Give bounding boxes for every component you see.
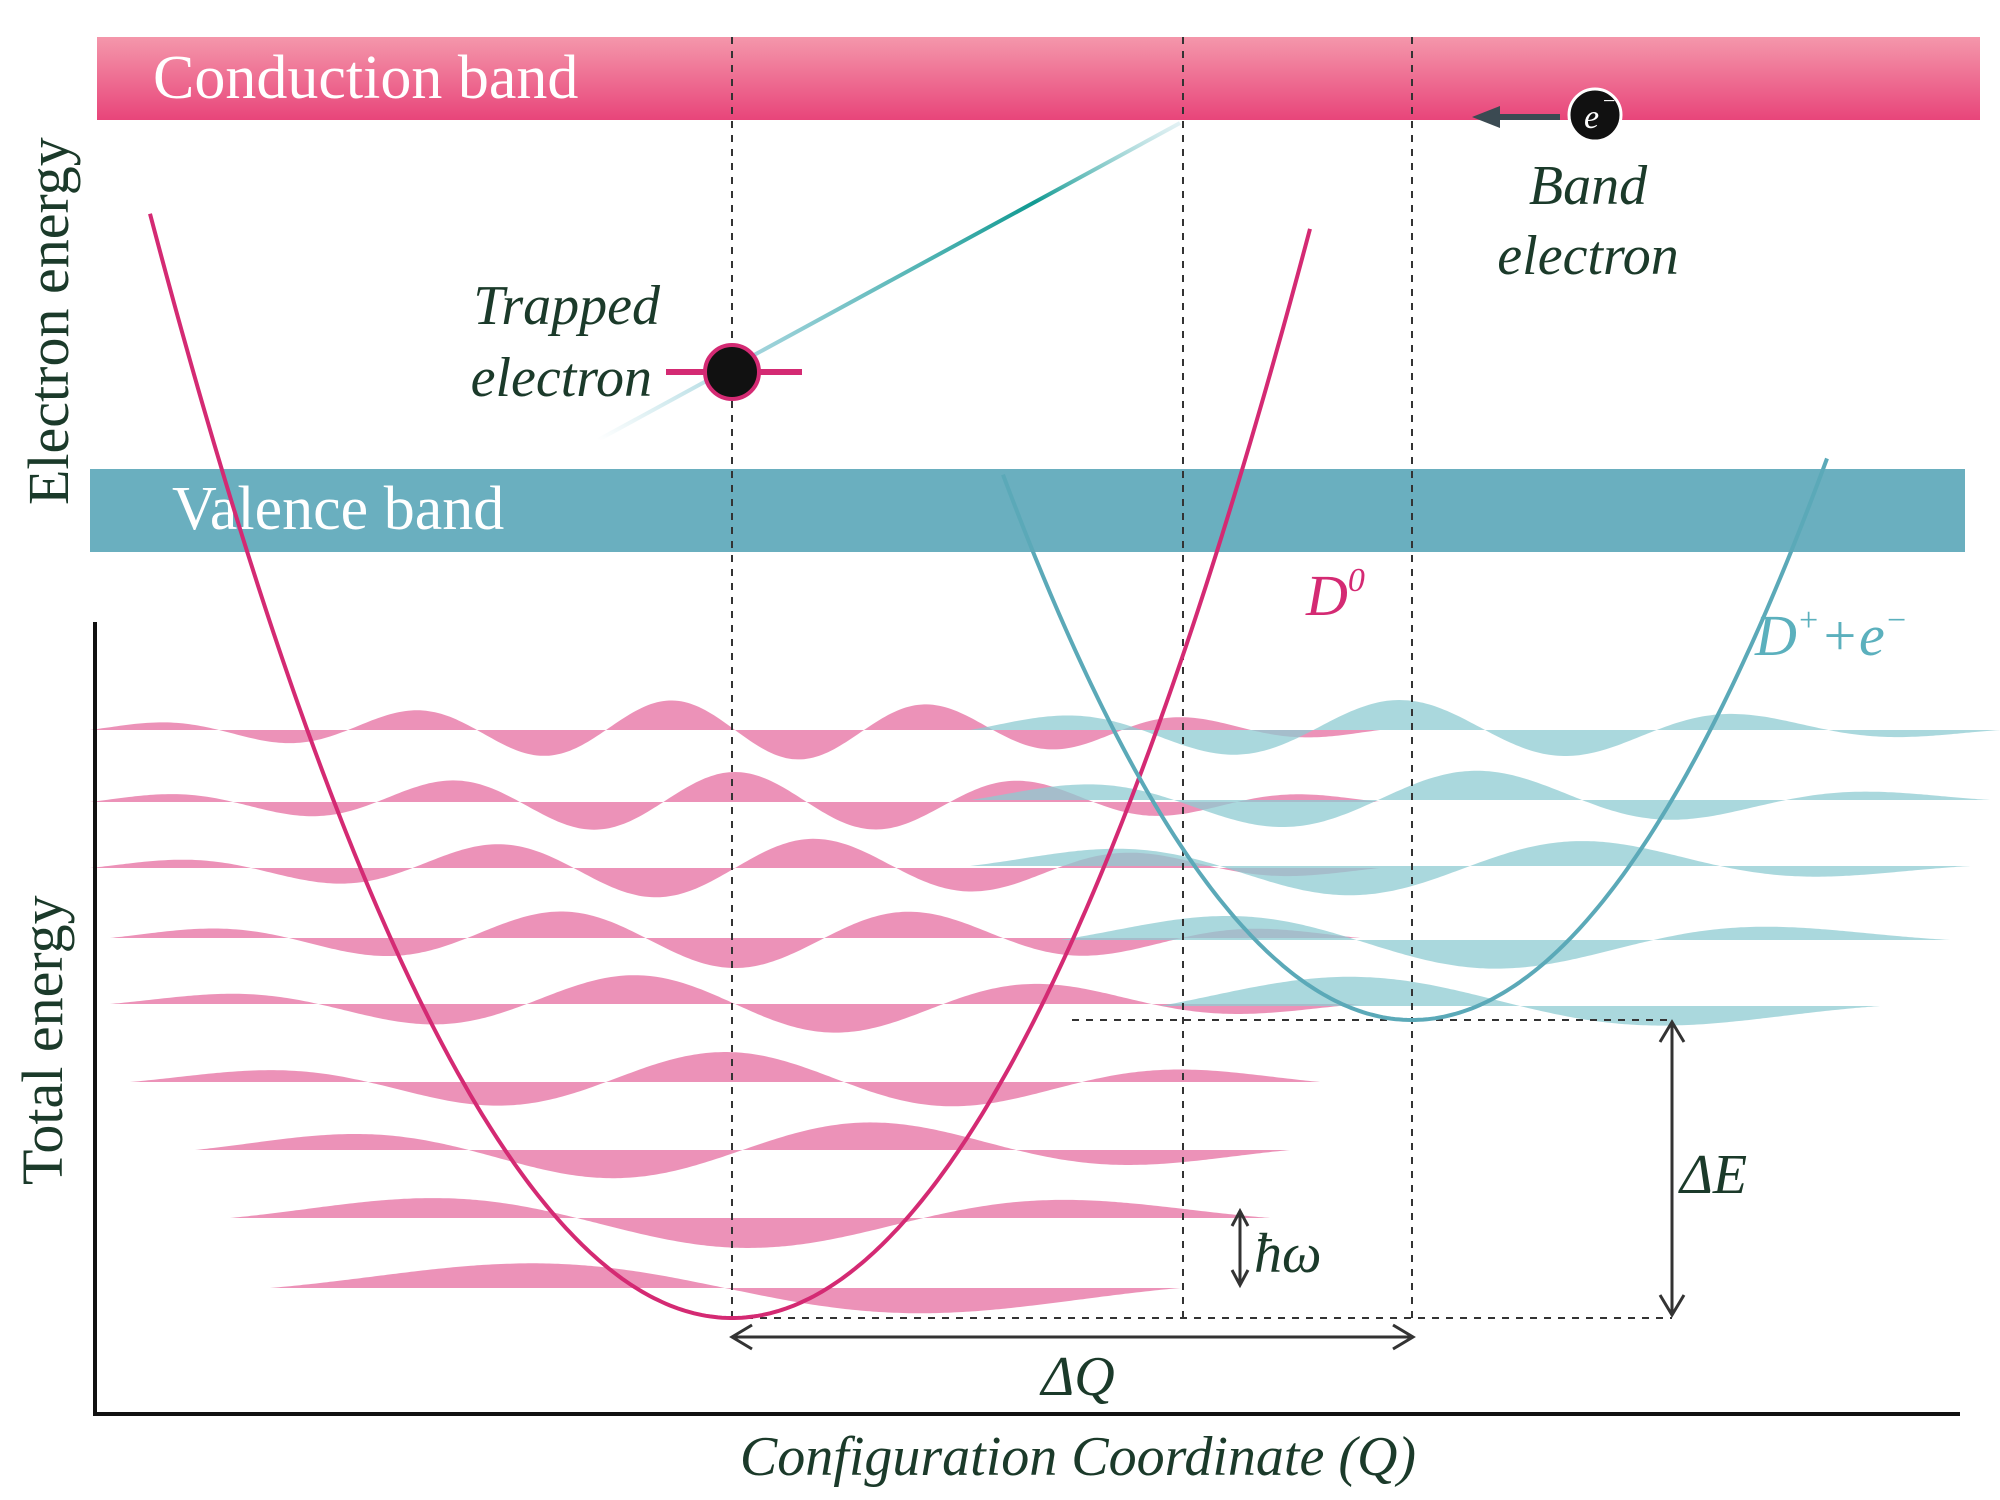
neutral-curve-base: D: [1305, 563, 1348, 628]
ionized-wavefunctions: [970, 700, 2000, 1026]
ionized-wavefunction-0: [1160, 976, 1880, 1026]
electron-icon: e −: [1567, 87, 1623, 143]
hbar-omega-label: ħω: [1254, 1223, 1322, 1285]
band-electron-label-line2: electron: [1497, 225, 1678, 287]
electron-charge: −: [1603, 88, 1615, 113]
configuration-coordinate-axis-label: Configuration Coordinate (Q): [740, 1426, 1416, 1488]
conduction-band: [97, 37, 1980, 120]
ionized-wavefunction-3: [970, 770, 1990, 827]
ionized-curve-tail: +e: [1820, 603, 1885, 668]
hbar-omega-arrow: [1230, 1207, 1250, 1289]
neutral-wavefunction-8: [90, 700, 1380, 760]
neutral-wavefunctions: [90, 700, 1380, 1314]
ionized-wavefunction-2: [970, 841, 1970, 896]
neutral-wavefunction-0: [270, 1263, 1180, 1314]
neutral-wavefunction-3: [130, 1052, 1320, 1107]
ionized-potential-curve: [1001, 457, 1829, 1022]
delta-e-arrow: [1658, 1019, 1686, 1318]
ionized-curve-label: D++e−: [1754, 602, 1908, 668]
delta-q-label: ΔQ: [1039, 1346, 1114, 1408]
ionized-curve-sup: +: [1797, 602, 1820, 639]
neutral-wavefunction-5: [110, 911, 1360, 968]
neutral-wavefunction-7: [90, 772, 1380, 830]
delta-e-label: ΔE: [1678, 1144, 1747, 1206]
neutral-curve-sup: 0: [1348, 562, 1365, 599]
delta-q-arrow: [729, 1323, 1416, 1351]
arrow-left-icon: [1472, 106, 1560, 128]
ionized-curve-tail-sup: −: [1885, 602, 1908, 639]
valence-band-label: Valence band: [172, 475, 504, 543]
ionized-curve-base: D: [1754, 603, 1797, 668]
trapped-label-line2: electron: [471, 347, 652, 409]
ionized-wavefunction-4: [970, 700, 2000, 756]
electron-symbol: e: [1584, 99, 1599, 136]
total-energy-axis-label: Total energy: [10, 895, 75, 1185]
neutral-potential-curve: [148, 213, 1312, 1320]
total-energy-axes: [93, 622, 1960, 1416]
band-electron-label-line1: Band: [1529, 155, 1648, 217]
electron-energy-axis-label: Electron energy: [16, 137, 81, 505]
neutral-wavefunction-2: [195, 1122, 1290, 1179]
trapped-label-line1: Trapped: [473, 275, 661, 337]
neutral-wavefunction-1: [230, 1198, 1270, 1248]
trapped-electron-icon: [703, 343, 761, 401]
conduction-band-label: Conduction band: [153, 44, 578, 112]
trap-level-line: [597, 121, 1181, 442]
neutral-curve-label: D0: [1305, 562, 1365, 628]
neutral-wavefunction-6: [90, 838, 1380, 898]
ionized-wavefunction-1: [1060, 916, 1950, 969]
